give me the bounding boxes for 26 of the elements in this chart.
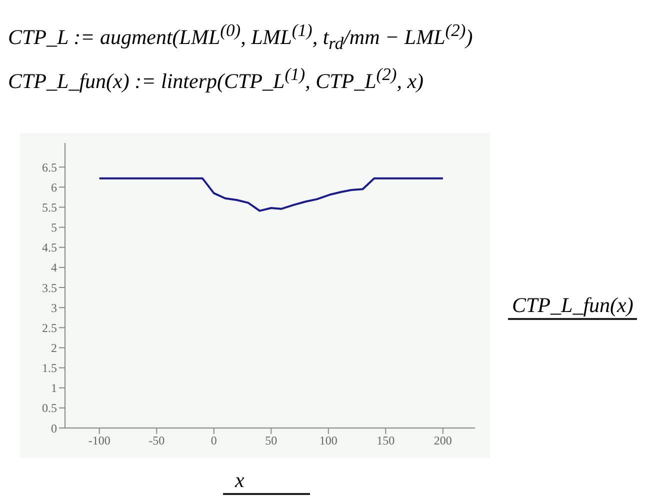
x-tick-label: 50 (265, 434, 278, 448)
y-tick-label: 0 (51, 421, 57, 436)
x-tick-label: 0 (210, 434, 217, 448)
y-tick-label: 5.5 (42, 200, 57, 214)
x-tick-label: 100 (319, 434, 338, 448)
y-tick-label: 5 (51, 220, 57, 235)
y-tick-label: 4.5 (42, 240, 57, 255)
x-tick-label: 200 (434, 434, 452, 448)
y-tick-label: 4 (51, 260, 57, 275)
x-tick-label: -100 (88, 434, 110, 448)
x-axis-title: x (223, 468, 310, 495)
text: CTP_L_fun(x) := linterp(CTP_L$^{(1)}$, CTP_L$^{(2)}$, x) (8, 64, 424, 94)
y-axis-title: CTP_L_fun(x) (508, 293, 638, 320)
y-tick-label: 3.5 (42, 280, 57, 295)
text: CTP_L := augment(LML$^{(0)}$, LML$^{(1)}$, t$_{rd}$/mm − LML$^{(2)}$) (8, 20, 473, 54)
x-tick-label: 150 (376, 434, 395, 448)
y-tick-label: 2 (51, 340, 57, 355)
y-tick-label: 1 (51, 381, 57, 396)
y-tick-label: 2.5 (42, 320, 57, 335)
y-tick-label: 0.5 (42, 401, 57, 416)
y-tick-label: 6.5 (42, 160, 57, 174)
y-tick-label: 1.5 (42, 361, 57, 376)
x-tick-label: -50 (148, 434, 165, 448)
line-series (98, 177, 444, 212)
y-tick-label: 3 (51, 300, 57, 315)
y-tick-label: 6 (51, 180, 57, 194)
